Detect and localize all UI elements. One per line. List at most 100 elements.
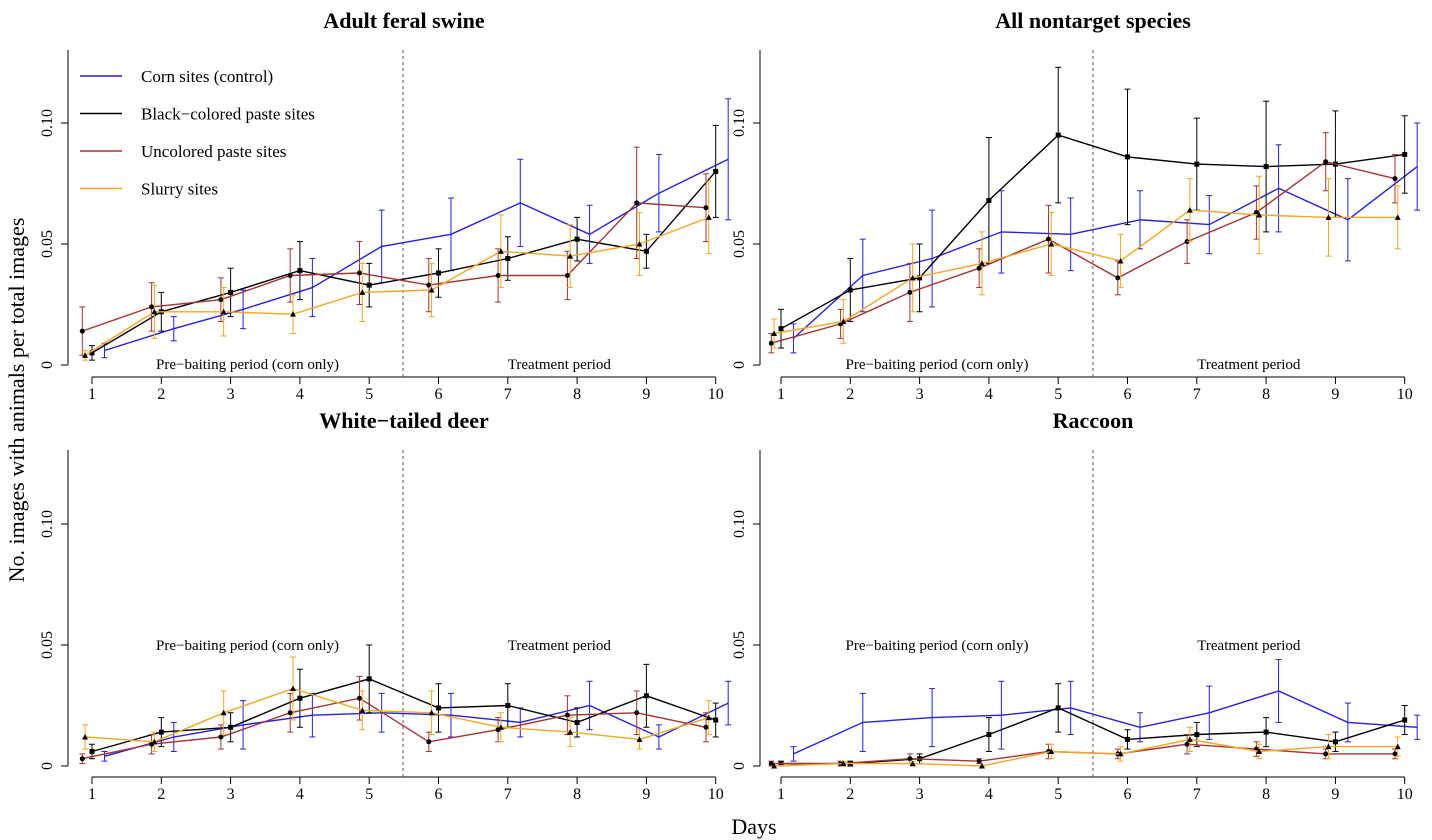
data-point <box>634 200 640 206</box>
x-tick-label: 6 <box>435 386 443 403</box>
panel-title: All nontarget species <box>995 8 1191 33</box>
data-point <box>79 328 85 334</box>
data-point <box>771 763 778 769</box>
data-point <box>1117 257 1124 264</box>
legend-item: Corn sites (control) <box>80 67 273 86</box>
legend-label: Slurry sites <box>141 180 218 199</box>
x-tick-label: 5 <box>1054 386 1062 403</box>
series-line <box>771 743 1395 765</box>
y-tick-label: 0.10 <box>39 109 56 137</box>
data-point <box>909 760 916 767</box>
data-point <box>1045 236 1051 242</box>
data-point <box>366 282 372 288</box>
data-point <box>976 758 982 764</box>
data-point <box>356 695 362 701</box>
series-1 <box>790 659 1421 762</box>
data-point <box>220 308 227 315</box>
data-point <box>497 724 504 730</box>
legend-label: Uncolored paste sites <box>141 142 286 161</box>
series-1 <box>790 122 1421 354</box>
series-line <box>104 158 729 352</box>
x-tick-label: 8 <box>1262 386 1270 403</box>
x-tick-label: 7 <box>1193 386 1201 403</box>
x-tick-label: 3 <box>916 786 924 803</box>
series-4 <box>82 656 712 752</box>
series-4 <box>771 175 1401 349</box>
data-point <box>1256 748 1263 754</box>
data-point <box>151 308 158 315</box>
legend-item: Slurry sites <box>80 180 218 199</box>
data-point <box>89 350 95 356</box>
series-1 <box>101 98 732 359</box>
series-4 <box>771 726 1401 769</box>
y-tick-label: 0 <box>39 762 56 770</box>
x-tick-label: 9 <box>1331 386 1339 403</box>
x-tick-label: 8 <box>1262 786 1270 803</box>
data-point <box>495 272 501 278</box>
data-point <box>287 272 293 278</box>
data-point <box>82 733 89 740</box>
series-1 <box>101 680 732 762</box>
data-point <box>289 311 296 317</box>
series-line <box>793 690 1418 755</box>
data-point <box>636 736 643 742</box>
data-point <box>218 734 224 740</box>
data-point <box>1402 151 1408 157</box>
x-tick-label: 1 <box>777 786 785 803</box>
data-point <box>705 214 712 220</box>
period-label-treatment: Treatment period <box>508 357 612 373</box>
data-point <box>1055 705 1061 711</box>
y-tick-label: 0.10 <box>731 510 748 538</box>
series-line <box>82 697 707 760</box>
y-tick-label: 0.05 <box>731 230 748 258</box>
data-point <box>705 714 712 721</box>
series-line <box>91 678 716 753</box>
panel-3: White−tailed deer 0 0.05 0.10 1 2 3 4 5 6 7 8 9 10 Pre… <box>39 408 732 803</box>
period-label-treatment: Treatment period <box>508 638 612 654</box>
x-tick-label: 1 <box>88 786 96 803</box>
data-point <box>907 756 913 762</box>
data-point <box>636 241 643 247</box>
period-label-treatment: Treatment period <box>1197 357 1301 373</box>
period-label-pre: Pre−baiting period (corn only) <box>156 357 339 373</box>
x-tick-label: 10 <box>1397 786 1413 803</box>
legend-label: Corn sites (control) <box>141 67 273 86</box>
data-point <box>505 703 511 708</box>
series-line <box>104 702 729 757</box>
data-point <box>1394 743 1401 750</box>
data-point <box>768 761 774 767</box>
data-point <box>1263 729 1269 735</box>
data-point <box>1402 717 1408 723</box>
data-point <box>1117 750 1124 757</box>
data-point <box>1392 176 1398 182</box>
series-4 <box>82 180 712 361</box>
series-3 <box>79 146 709 356</box>
data-point <box>151 738 158 745</box>
period-label-treatment: Treatment period <box>1197 638 1301 654</box>
data-point <box>228 724 234 730</box>
data-point <box>634 710 640 716</box>
x-tick-label: 9 <box>642 786 650 803</box>
data-point <box>1125 154 1130 160</box>
panel-title: Adult feral swine <box>323 8 485 33</box>
data-point <box>1394 214 1401 220</box>
y-tick-label: 0.10 <box>731 109 748 137</box>
period-label-pre: Pre−baiting period (corn only) <box>156 638 339 654</box>
x-tick-label: 2 <box>846 386 854 403</box>
data-point <box>847 287 853 293</box>
series-line <box>771 160 1396 344</box>
data-point <box>703 724 709 730</box>
data-point <box>1055 132 1061 138</box>
data-point <box>567 729 574 735</box>
data-point <box>778 326 784 332</box>
data-point <box>218 297 224 303</box>
series-2 <box>778 66 1408 349</box>
data-point <box>1253 210 1259 216</box>
y-tick-label: 0 <box>731 361 748 369</box>
data-point <box>426 282 432 288</box>
data-point <box>840 318 847 324</box>
series-line <box>85 687 710 743</box>
data-point <box>986 732 992 738</box>
data-point <box>1323 751 1329 757</box>
x-tick-label: 5 <box>1054 786 1062 803</box>
